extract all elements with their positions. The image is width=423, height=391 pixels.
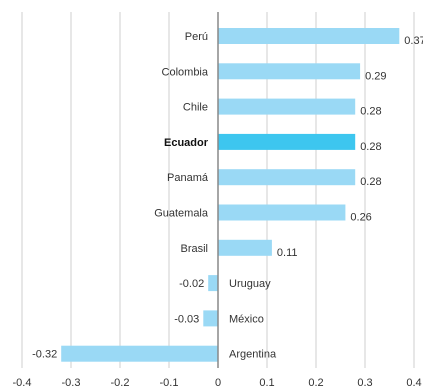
value-label: 0.28 xyxy=(360,106,381,118)
category-label: México xyxy=(229,313,264,325)
category-label: Argentina xyxy=(229,349,277,361)
category-label: Colombia xyxy=(162,66,209,78)
bar-uruguay xyxy=(208,275,218,292)
bar-argentina xyxy=(61,345,219,362)
value-label: 0.37 xyxy=(404,35,423,47)
x-tick-label: 0.3 xyxy=(357,377,372,389)
bar-chile xyxy=(218,98,356,115)
category-label: Brasil xyxy=(180,243,208,255)
category-label: Chile xyxy=(183,102,208,114)
x-tick-label: 0.2 xyxy=(308,377,323,389)
value-label: 0.29 xyxy=(365,70,386,82)
bar-colombia xyxy=(218,63,361,80)
bars xyxy=(61,28,400,362)
x-tick-label: -0.2 xyxy=(111,377,130,389)
bar-mexico xyxy=(203,310,218,327)
value-label: 0.26 xyxy=(350,212,371,224)
x-tick-labels: -0.4 -0.3 -0.2 -0.1 0 0.1 0.2 0.3 0.4 xyxy=(13,377,422,389)
x-tick-label: -0.1 xyxy=(160,377,179,389)
value-label: 0.28 xyxy=(360,141,381,153)
category-label: Uruguay xyxy=(229,278,271,290)
value-label: 0.11 xyxy=(277,247,298,259)
category-label: Guatemala xyxy=(154,208,209,220)
bar-brasil xyxy=(218,239,272,256)
value-label: 0.28 xyxy=(360,176,381,188)
x-tick-label: 0 xyxy=(215,377,221,389)
x-tick-label: -0.4 xyxy=(13,377,32,389)
x-tick-label: 0.1 xyxy=(259,377,274,389)
bar-peru xyxy=(218,28,400,44)
value-label: -0.03 xyxy=(174,313,199,325)
bar-panama xyxy=(218,169,356,186)
category-label: Perú xyxy=(185,31,208,43)
x-tick-label: -0.3 xyxy=(62,377,81,389)
category-labels: Perú Colombia Chile Ecuador Panamá Guatemala B… xyxy=(154,31,277,361)
x-tick-label: 0.4 xyxy=(406,377,421,389)
value-label: -0.32 xyxy=(32,349,57,361)
bar-ecuador xyxy=(218,133,356,150)
value-labels: 0.37 0.29 0.28 0.28 0.28 0.26 0.11 -0.02 -0.03 -0… xyxy=(32,35,423,361)
value-label: -0.02 xyxy=(179,278,204,290)
category-label: Ecuador xyxy=(164,137,209,149)
bar-guatemala xyxy=(218,204,346,221)
category-label: Panamá xyxy=(167,172,209,184)
